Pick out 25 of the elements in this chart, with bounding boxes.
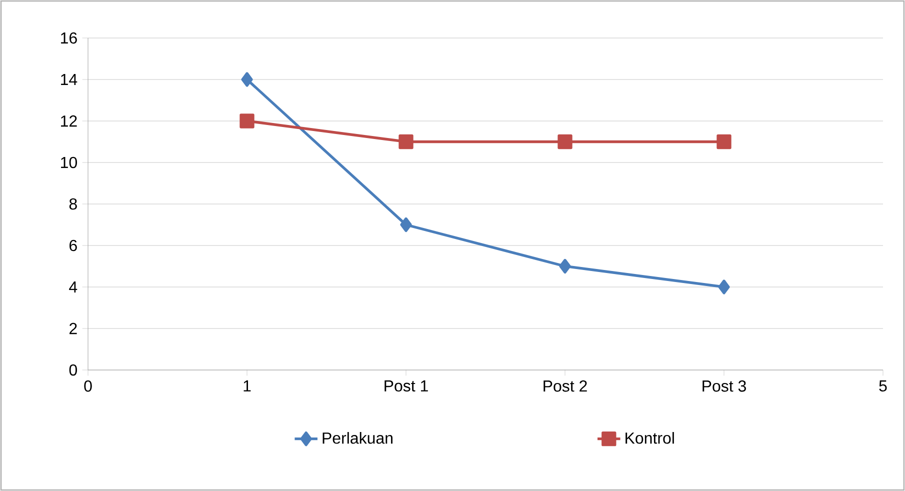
point — [559, 258, 571, 274]
legend-label: Perlakuan — [322, 432, 392, 444]
point — [240, 114, 254, 128]
point — [398, 134, 414, 150]
y-tick-label: 10 — [61, 156, 77, 168]
y-tick-label: 16 — [61, 32, 77, 44]
point — [716, 134, 732, 150]
y-tick-label: 14 — [61, 74, 78, 85]
y-tick-label: 8 — [69, 198, 77, 210]
y-tick-label: 6 — [70, 240, 77, 252]
y-tick-label: 12 — [61, 115, 77, 127]
y-tick-label: 4 — [69, 281, 78, 292]
y-tick-label: 0 — [69, 364, 77, 376]
y-tick-label: 2 — [70, 322, 77, 334]
point — [718, 280, 730, 294]
x-tick-label: Post 1 — [384, 380, 428, 392]
point — [241, 72, 253, 87]
point — [400, 217, 412, 232]
legend-label: Kontrol — [626, 432, 674, 444]
x-tick-label: 0 — [84, 380, 92, 392]
x-tick-label: Post 3 — [702, 380, 746, 392]
x-tick-label: 1 — [244, 380, 251, 392]
point — [558, 134, 572, 150]
x-tick-label: Post 2 — [544, 380, 587, 392]
x-tick-label: 5 — [879, 380, 887, 392]
